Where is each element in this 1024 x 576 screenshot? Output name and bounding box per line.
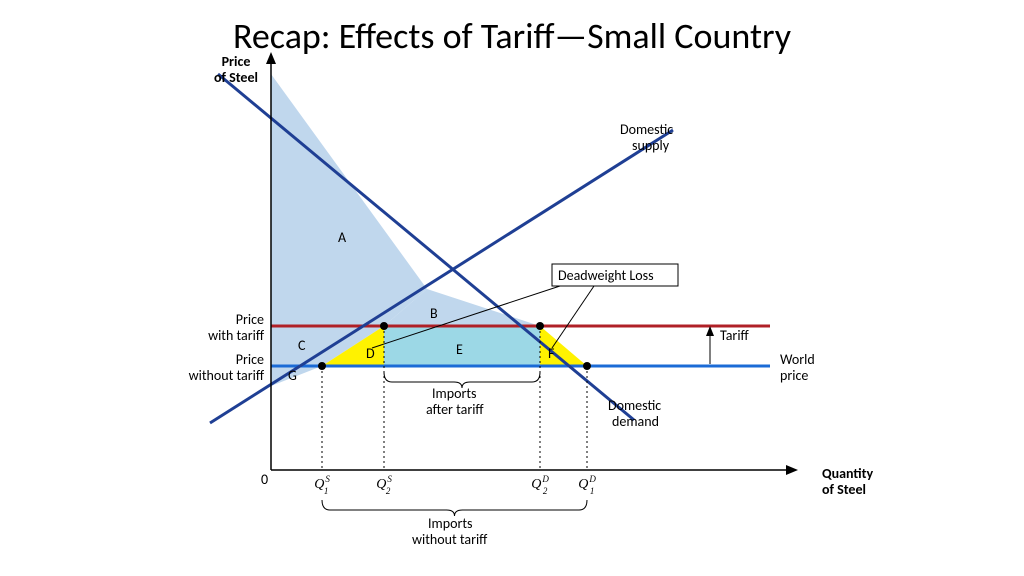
label-A: A bbox=[338, 229, 347, 246]
y-axis-label-2: of Steel bbox=[214, 69, 258, 86]
domestic-supply-label-2: supply bbox=[632, 137, 670, 154]
svg-text:QD2: QD2 bbox=[531, 474, 549, 496]
x-tick-labels: QS1 QS2 QD2 QD1 bbox=[314, 474, 596, 496]
tariff-diagram: A B C D E F G Price of Steel Quantity of… bbox=[0, 0, 1024, 576]
svg-text:QD1: QD1 bbox=[578, 474, 596, 496]
domestic-demand-label-1: Domestic bbox=[608, 397, 661, 414]
imports-after-label-2: after tariff bbox=[426, 401, 484, 418]
deadweight-leader-f bbox=[552, 286, 594, 348]
label-G: G bbox=[288, 367, 297, 384]
label-E: E bbox=[456, 341, 463, 358]
point-q1s-world bbox=[318, 362, 326, 370]
svg-text:QS2: QS2 bbox=[376, 474, 392, 496]
y-axis-arrow-icon bbox=[266, 52, 276, 64]
point-q2d-tariff bbox=[536, 322, 544, 330]
price-world-label-2: without tariff bbox=[189, 367, 265, 384]
imports-without-label-1: Imports bbox=[428, 515, 473, 532]
price-tariff-label-1: Price bbox=[236, 311, 264, 328]
svg-text:QS1: QS1 bbox=[314, 474, 330, 496]
point-q2s-tariff bbox=[380, 322, 388, 330]
domestic-supply-label-1: Domestic bbox=[620, 121, 673, 138]
brace-imports-without-icon bbox=[322, 500, 587, 516]
price-world-label-1: Price bbox=[236, 351, 264, 368]
origin-label: 0 bbox=[261, 471, 268, 488]
world-price-label-2: price bbox=[780, 367, 808, 384]
label-B: B bbox=[430, 305, 438, 322]
deadweight-loss-label: Deadweight Loss bbox=[558, 267, 654, 284]
world-price-label-1: World bbox=[780, 351, 815, 368]
imports-after-label-1: Imports bbox=[432, 385, 477, 402]
domestic-demand-label-2: demand bbox=[612, 413, 659, 430]
x-axis-label-2: of Steel bbox=[822, 481, 866, 498]
region-A bbox=[271, 74, 427, 326]
x-axis-arrow-icon bbox=[786, 465, 798, 475]
label-C: C bbox=[298, 337, 306, 354]
x-axis-label-1: Quantity bbox=[822, 465, 873, 482]
point-q1d-world bbox=[583, 362, 591, 370]
price-tariff-label-2: with tariff bbox=[208, 327, 265, 344]
tariff-label: Tariff bbox=[720, 327, 750, 344]
y-axis-label-1: Price bbox=[222, 53, 251, 70]
imports-without-label-2: without tariff bbox=[412, 531, 488, 548]
label-F: F bbox=[548, 345, 555, 362]
